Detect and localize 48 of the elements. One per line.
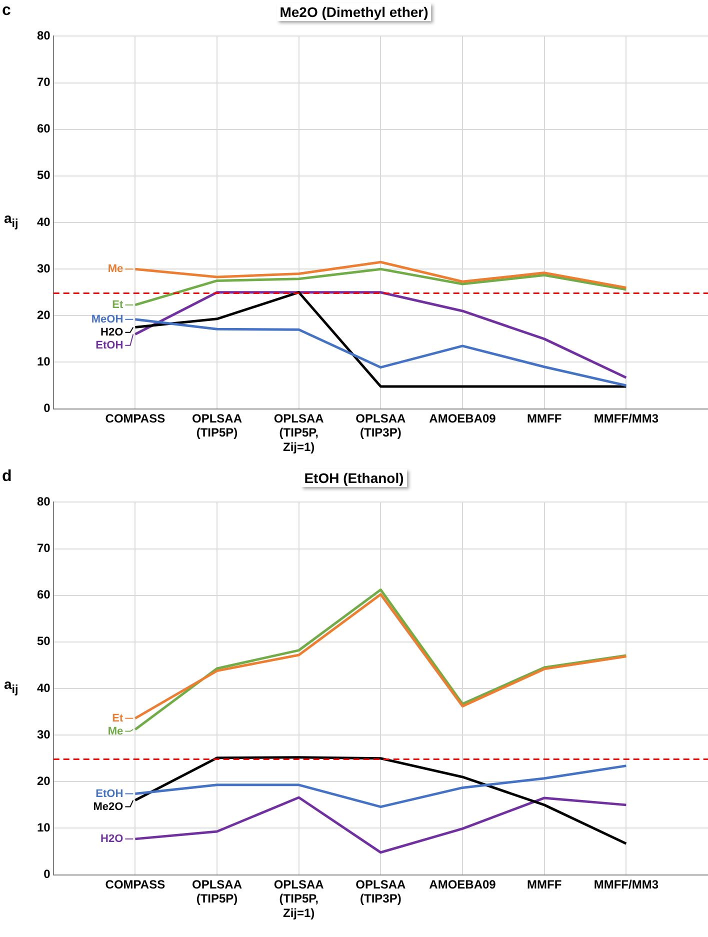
y-tick-label: 60 — [36, 588, 51, 602]
y-tick-label: 40 — [36, 680, 51, 695]
x-tick-label: MMFF — [527, 411, 562, 426]
y-tick-label: 40 — [36, 214, 51, 229]
legend-label: Et — [112, 298, 124, 311]
x-tick-label: MMFF — [527, 877, 562, 892]
x-tick-label: OPLSAA (TIP3P) — [356, 411, 406, 440]
x-tick-label: COMPASS — [105, 877, 166, 892]
x-tick-label: MMFF/MM3 — [594, 411, 659, 426]
y-tick-label: 10 — [36, 820, 51, 835]
legend-label: MeOH — [91, 313, 124, 326]
chart-title: EtOH (Ethanol) — [301, 469, 407, 487]
legend-label: Me2O — [93, 800, 124, 813]
x-tick-label: OPLSAA (TIP5P, Zij=1) — [274, 877, 324, 920]
y-tick-label: 80 — [36, 28, 51, 43]
y-tick-label: 60 — [36, 122, 51, 136]
y-tick-label: 10 — [36, 354, 51, 369]
y-tick-label: 50 — [36, 168, 51, 182]
x-tick-label: OPLSAA (TIP5P, Zij=1) — [274, 411, 324, 454]
y-tick-label: 50 — [36, 634, 51, 648]
x-tick-label: AMOEBA09 — [429, 877, 496, 892]
text: c — [2, 2, 11, 20]
legend-label: EtOH — [96, 339, 124, 352]
legend-label: H2O — [100, 832, 124, 845]
y-axis-title: a$_{ij}$ — [4, 676, 18, 696]
legend-label: Me — [108, 725, 124, 738]
x-tick-label: OPLSAA (TIP5P) — [192, 411, 242, 440]
x-tick-label: AMOEBA09 — [429, 411, 496, 426]
y-tick-label: 70 — [36, 541, 51, 556]
y-tick-label: 30 — [36, 261, 51, 276]
y-tick-label: 20 — [36, 774, 51, 788]
legend-label: Me — [108, 263, 124, 276]
x-tick-label: OPLSAA (TIP3P) — [356, 877, 406, 906]
y-tick-label: 70 — [36, 75, 51, 90]
y-tick-label: 0 — [44, 867, 51, 882]
legend-label: Et — [112, 712, 124, 724]
x-tick-label: COMPASS — [105, 411, 166, 426]
y-tick-label: 0 — [44, 401, 51, 416]
y-tick-label: 80 — [36, 494, 51, 509]
y-tick-label: 30 — [36, 727, 51, 742]
x-tick-label: OPLSAA (TIP5P) — [192, 877, 242, 906]
chart-title: Me2O (Dimethyl ether) — [276, 3, 432, 21]
legend-label: EtOH — [96, 788, 124, 800]
text: d — [2, 468, 12, 486]
y-tick-label: 20 — [36, 308, 51, 322]
legend-label: H2O — [100, 326, 124, 338]
y-axis-title: a$_{ij}$ — [4, 210, 18, 230]
x-tick-label: MMFF/MM3 — [594, 877, 659, 892]
